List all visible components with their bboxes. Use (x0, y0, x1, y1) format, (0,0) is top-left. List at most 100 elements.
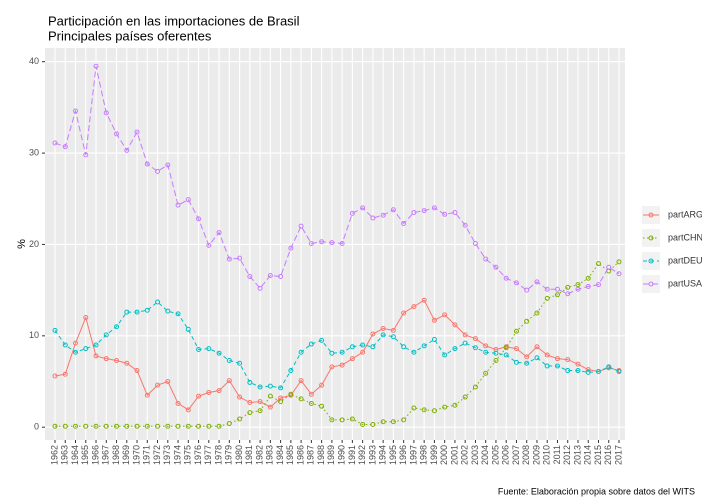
legend-label: partCHN (668, 232, 702, 242)
data-point (114, 423, 120, 429)
data-point (575, 286, 581, 292)
data-point (513, 359, 519, 365)
data-point (114, 324, 120, 330)
data-point (606, 264, 612, 270)
data-point (472, 345, 478, 351)
data-point (370, 331, 376, 337)
data-point (288, 368, 294, 374)
data-point (319, 239, 325, 245)
x-tick-label: 1998 (419, 445, 429, 465)
data-point (247, 273, 253, 279)
x-tick-label: 1984 (275, 445, 285, 465)
data-point (360, 342, 366, 348)
x-tick-label: 1994 (378, 445, 388, 465)
data-point (442, 211, 448, 217)
x-tick-label: 1963 (60, 445, 70, 465)
data-point (411, 349, 417, 355)
data-point (390, 334, 396, 340)
data-point (544, 363, 550, 369)
x-tick-label: 1964 (70, 445, 80, 465)
data-point (93, 423, 99, 429)
data-point (483, 343, 489, 349)
data-point (83, 346, 89, 352)
data-point (380, 212, 386, 218)
data-point (462, 332, 468, 338)
data-point (73, 340, 79, 346)
data-point (216, 230, 222, 236)
data-point (575, 361, 581, 367)
data-point (267, 404, 273, 410)
data-point (319, 382, 325, 388)
data-point (431, 408, 437, 414)
x-tick-label: 2006 (501, 445, 511, 465)
legend-point (648, 235, 654, 241)
data-point (513, 280, 519, 286)
data-point (565, 357, 571, 363)
data-point (524, 360, 530, 366)
x-tick-label: 1978 (213, 445, 223, 465)
data-point (155, 299, 161, 305)
legend-point (648, 258, 654, 264)
data-point (616, 271, 622, 277)
data-point (349, 416, 355, 422)
data-point (267, 383, 273, 389)
data-point (247, 410, 253, 416)
data-point (411, 405, 417, 411)
data-point (206, 389, 212, 395)
x-tick-label: 2010 (542, 445, 552, 465)
data-point (329, 350, 335, 356)
data-point (288, 391, 294, 397)
data-point (226, 378, 232, 384)
data-point (513, 328, 519, 334)
y-tick-label: 20 (29, 239, 39, 249)
x-tick-label: 1967 (101, 445, 111, 465)
data-point (62, 144, 68, 150)
data-point (308, 241, 314, 247)
data-point (339, 362, 345, 368)
x-tick-label: 2003 (470, 445, 480, 465)
data-point (134, 423, 140, 429)
data-point (534, 355, 540, 361)
x-tick-label: 2008 (521, 445, 531, 465)
x-tick-label: 1970 (131, 445, 141, 465)
data-point (319, 403, 325, 409)
data-point (175, 423, 181, 429)
data-point (544, 286, 550, 292)
data-point (524, 287, 530, 293)
data-point (83, 315, 89, 321)
x-tick-label: 1969 (121, 445, 131, 465)
data-point (308, 341, 314, 347)
data-point (62, 342, 68, 348)
data-point (360, 205, 366, 211)
data-point (585, 367, 591, 373)
data-point (278, 399, 284, 405)
data-point (103, 356, 109, 362)
legend-point (648, 212, 654, 218)
x-tick-label: 1990 (337, 445, 347, 465)
data-point (93, 353, 99, 359)
data-point (565, 368, 571, 374)
x-tick-label: 2004 (480, 445, 490, 465)
x-tick-label: 1985 (285, 445, 295, 465)
x-tick-label: 1962 (49, 445, 59, 465)
data-point (534, 310, 540, 316)
x-tick-label: 1980 (234, 445, 244, 465)
data-point (114, 358, 120, 364)
data-point (237, 416, 243, 422)
x-tick-label: 1995 (388, 445, 398, 465)
x-tick-label: 1988 (316, 445, 326, 465)
data-point (472, 336, 478, 342)
x-tick-label: 1968 (111, 445, 121, 465)
data-point (52, 423, 58, 429)
data-point (103, 110, 109, 116)
data-point (155, 382, 161, 388)
data-point (483, 256, 489, 262)
data-point (319, 337, 325, 343)
data-point (257, 408, 263, 414)
data-point (431, 336, 437, 342)
data-point (554, 292, 560, 298)
data-point (175, 400, 181, 406)
data-point (534, 279, 540, 285)
data-point (595, 368, 601, 374)
data-point (360, 349, 366, 355)
